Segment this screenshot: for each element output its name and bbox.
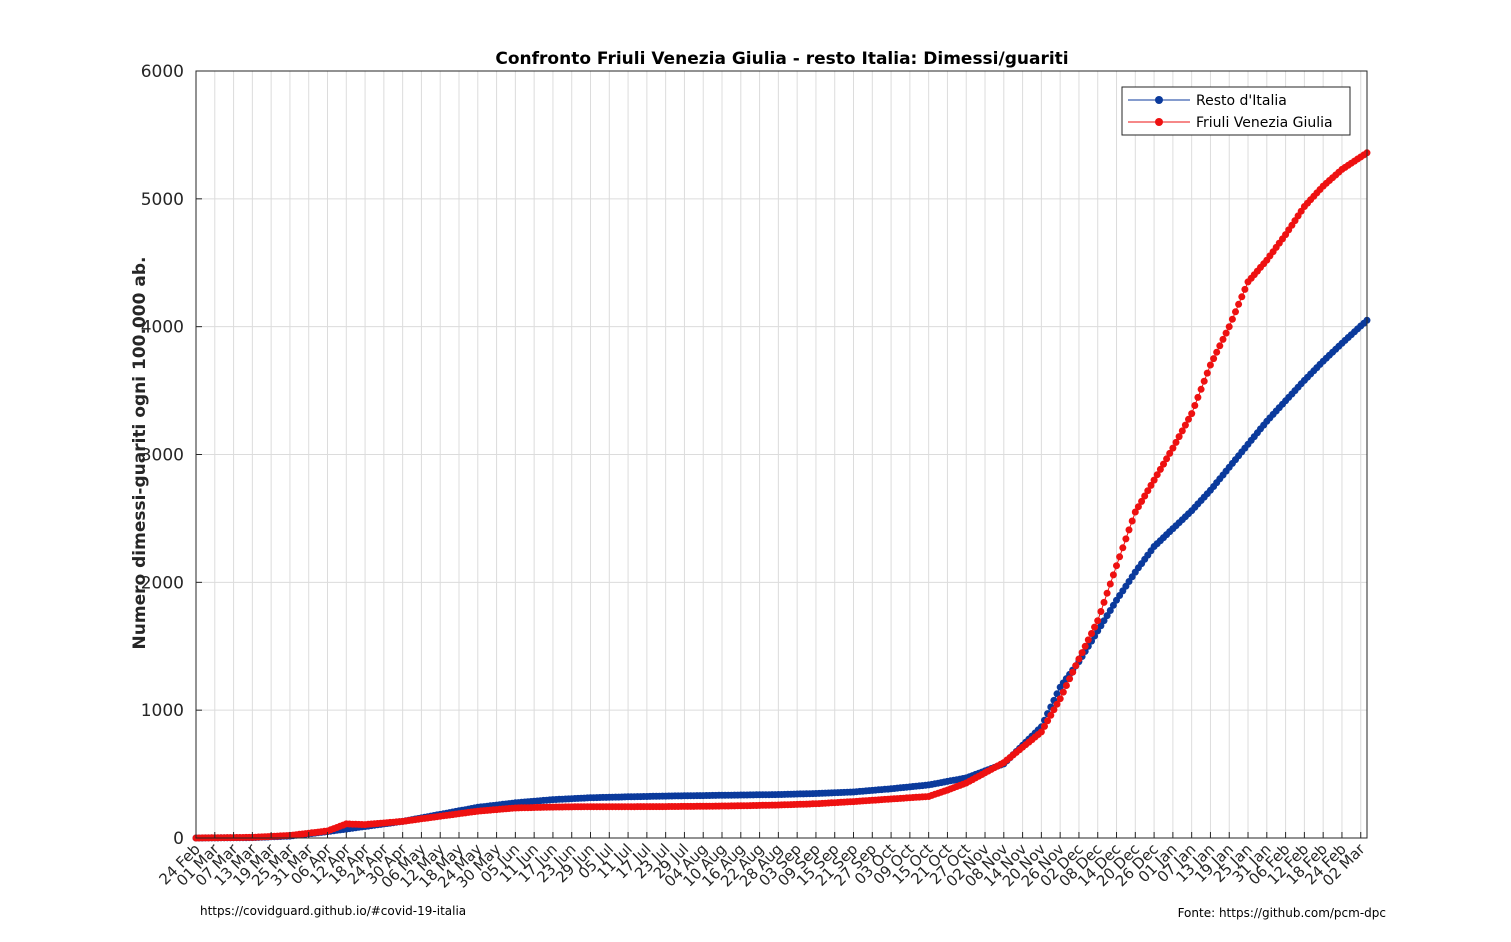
- data-point: [1213, 348, 1221, 356]
- y-axis-label: Numero dimessi-guariti ogni 100.000 ab.: [130, 257, 150, 650]
- data-point: [1047, 711, 1055, 719]
- series-layer: [192, 149, 1371, 842]
- data-point: [1219, 335, 1227, 343]
- data-point: [1050, 706, 1058, 714]
- source-credit-right: Fonte: https://github.com/pcm-dpc: [1177, 906, 1386, 920]
- data-point: [1106, 607, 1114, 614]
- data-point: [1069, 668, 1077, 676]
- data-point: [1116, 553, 1124, 561]
- data-point: [1100, 598, 1108, 606]
- legend-label: Resto d'Italia: [1196, 93, 1287, 109]
- data-point: [1232, 308, 1239, 316]
- data-point: [1053, 700, 1061, 708]
- data-point: [1144, 487, 1152, 495]
- legend: Resto d'Italia Friuli Venezia Giulia: [1121, 86, 1351, 136]
- data-point: [1113, 562, 1120, 570]
- data-point: [1178, 427, 1186, 435]
- data-point: [1169, 444, 1177, 452]
- data-point: [1134, 503, 1142, 511]
- data-point: [1163, 455, 1171, 463]
- data-point: [1128, 517, 1136, 525]
- data-point: [1235, 300, 1243, 308]
- data-point: [1072, 662, 1080, 670]
- data-point: [1097, 622, 1105, 630]
- legend-marker: [1155, 118, 1163, 126]
- data-point: [1241, 285, 1249, 293]
- data-point: [1160, 460, 1167, 468]
- data-point: [1206, 361, 1214, 369]
- data-point: [1166, 449, 1174, 457]
- data-point: [1037, 728, 1045, 736]
- data-point: [1088, 630, 1095, 637]
- data-point: [1138, 497, 1146, 505]
- data-point: [1191, 402, 1199, 409]
- data-point: [1172, 438, 1180, 446]
- data-point: [1216, 342, 1224, 350]
- data-point: [1106, 580, 1114, 588]
- y-tick-label: 2000: [141, 573, 184, 593]
- data-point: [1222, 329, 1230, 337]
- data-point: [1075, 655, 1083, 663]
- data-point: [1153, 471, 1161, 479]
- legend-box: [1121, 86, 1351, 136]
- data-point: [1131, 508, 1139, 516]
- data-point: [1238, 293, 1246, 301]
- data-point: [1109, 571, 1117, 579]
- data-point: [1203, 369, 1211, 377]
- data-point: [1062, 682, 1070, 689]
- data-point: [1084, 636, 1092, 644]
- data-point: [1056, 695, 1064, 703]
- y-tick-label: 4000: [141, 318, 184, 338]
- data-point: [1044, 717, 1052, 725]
- data-point: [1125, 526, 1133, 534]
- data-point: [1141, 492, 1149, 500]
- y-tick-label: 1000: [141, 701, 184, 721]
- data-point: [1119, 544, 1127, 552]
- data-point: [1041, 722, 1048, 730]
- data-point: [1094, 617, 1102, 625]
- y-tick-label: 5000: [141, 190, 184, 210]
- data-point: [1188, 410, 1196, 418]
- data-point: [1103, 589, 1111, 597]
- data-point: [1059, 688, 1067, 696]
- data-point: [1091, 623, 1099, 631]
- data-point: [1210, 355, 1218, 363]
- data-point: [1100, 617, 1108, 625]
- data-point: [1200, 377, 1208, 385]
- data-point: [1109, 601, 1117, 609]
- data-point: [1081, 642, 1089, 650]
- y-tick-label: 0: [173, 829, 184, 849]
- data-point: [1066, 675, 1074, 683]
- data-point: [1156, 465, 1164, 473]
- y-tick-label: 3000: [141, 446, 184, 466]
- data-point: [1078, 649, 1086, 657]
- source-link-left: https://covidguard.github.io/#covid-19-i…: [200, 904, 467, 918]
- data-point: [1225, 323, 1233, 331]
- data-point: [1122, 535, 1130, 543]
- chart-title: Confronto Friuli Venezia Giulia - resto …: [495, 49, 1068, 69]
- data-point: [1228, 315, 1236, 323]
- series-friuli-venezia-giulia: [192, 149, 1371, 842]
- data-point: [1175, 433, 1183, 441]
- data-point: [1181, 421, 1189, 429]
- legend-marker: [1155, 96, 1163, 104]
- y-axis: 0 1000 2000 3000 4000 5000 6000: [141, 62, 202, 849]
- data-point: [1150, 476, 1158, 484]
- series-resto-italia: [192, 316, 1371, 842]
- data-point: [1197, 385, 1205, 393]
- grid: [195, 70, 1367, 839]
- data-point: [1097, 608, 1105, 615]
- data-point: [1185, 415, 1192, 423]
- legend-label: Friuli Venezia Giulia: [1196, 115, 1333, 131]
- data-point: [1147, 481, 1155, 489]
- data-point: [1194, 393, 1202, 401]
- data-point: [1103, 612, 1111, 620]
- y-tick-label: 6000: [141, 62, 184, 82]
